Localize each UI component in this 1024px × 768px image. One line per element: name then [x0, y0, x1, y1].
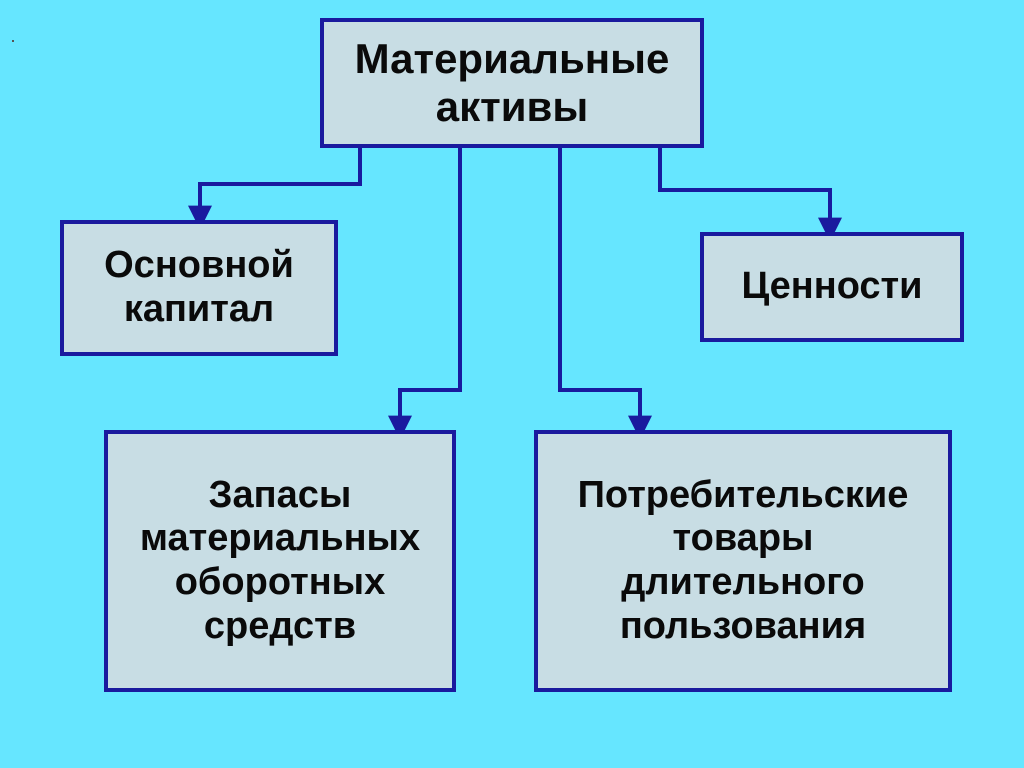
node-consumer-goods: Потребительскиетоварыдлительногопользова… [534, 430, 952, 692]
connector-line [400, 148, 460, 430]
node-material-stocks: Запасыматериальныхоборотныхсредств [104, 430, 456, 692]
connector-line [660, 148, 830, 232]
connector-line [560, 148, 640, 430]
node-bright-label: Потребительскиетоварыдлительногопользова… [578, 474, 909, 649]
stray-pixel [12, 40, 14, 42]
node-bleft-label: Запасыматериальныхоборотныхсредств [140, 474, 420, 649]
connector-line [200, 148, 360, 220]
node-main-capital: Основнойкапитал [60, 220, 338, 356]
node-right-label: Ценности [741, 265, 922, 309]
node-root-label: Материальныеактивы [355, 35, 670, 132]
node-values: Ценности [700, 232, 964, 342]
node-left-label: Основнойкапитал [104, 244, 294, 331]
node-root: Материальныеактивы [320, 18, 704, 148]
